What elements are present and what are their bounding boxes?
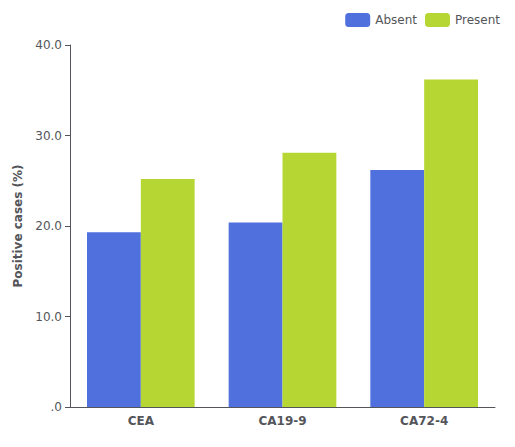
svg-text:CA72-4: CA72-4	[400, 414, 448, 428]
svg-text:30.0: 30.0	[35, 129, 62, 143]
svg-text:Present: Present	[455, 13, 500, 27]
svg-text:20.0: 20.0	[35, 219, 62, 233]
svg-text:10.0: 10.0	[35, 310, 62, 324]
svg-text:CEA: CEA	[128, 414, 155, 428]
svg-text:Absent: Absent	[375, 13, 417, 27]
svg-text:Positive cases (%): Positive cases (%)	[11, 164, 25, 287]
svg-text:CA19-9: CA19-9	[258, 414, 306, 428]
svg-text:40.0: 40.0	[35, 38, 62, 52]
svg-text:.0: .0	[51, 400, 62, 414]
